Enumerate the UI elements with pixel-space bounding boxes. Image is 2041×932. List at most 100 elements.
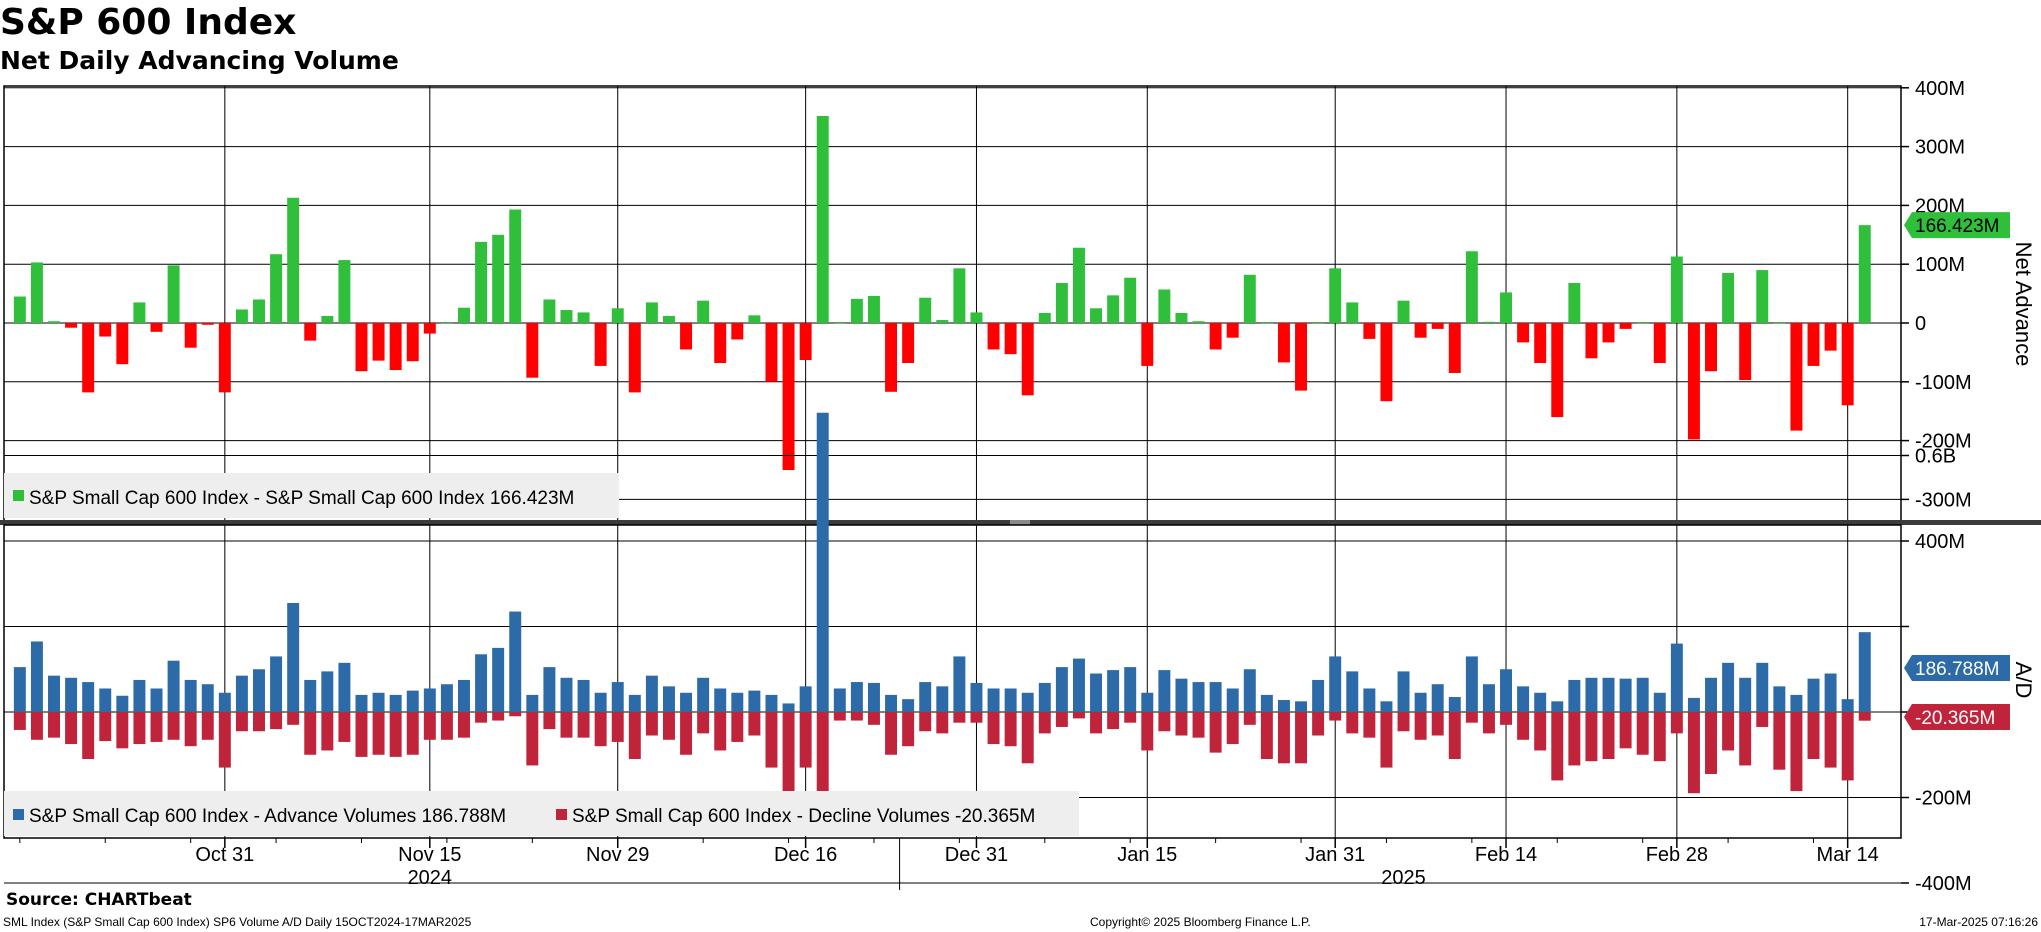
decline-volume-bar [1534, 712, 1547, 751]
decline-volume-bar [1209, 712, 1222, 753]
decline-volume-bar [1107, 712, 1120, 730]
decline-volume-bar [1090, 712, 1103, 734]
advance-volume-bar [338, 662, 351, 712]
net-advance-bar [1534, 323, 1547, 363]
net-advance-bar [765, 323, 778, 382]
decline-volume-bar [1380, 712, 1393, 768]
bottom-legend-bg [4, 791, 1079, 836]
decline-volume-bar [663, 712, 675, 740]
advance-volume-bar [184, 679, 197, 712]
decline-volume-bar [697, 712, 710, 734]
advance-volume-bar [1448, 697, 1461, 712]
decline-volume-bar [1226, 712, 1239, 745]
decline-volume-bar [902, 712, 915, 747]
x-date-label: Feb 14 [1475, 844, 1537, 866]
bottom-decline-badge-text: -20.365M [1915, 708, 1995, 729]
advance-volume-bar [99, 688, 112, 712]
decline-volume-bar [338, 712, 351, 742]
net-advance-bar [543, 299, 556, 323]
net-advance-bar [1209, 323, 1222, 350]
decline-volume-bar [1055, 712, 1068, 727]
decline-volume-bar [82, 712, 95, 760]
decline-volume-bar [475, 712, 488, 723]
advance-volume-bar [833, 688, 846, 712]
top-legend-swatch [13, 490, 24, 501]
bottom-decline-badge: -20.365M [1904, 704, 2010, 730]
advance-volume-bar [82, 682, 95, 712]
bottom-legend-label-advance: S&P Small Cap 600 Index - Advance Volume… [29, 806, 506, 827]
top-y-tick-label: -300M [1915, 489, 1972, 511]
decline-volume-bar [680, 712, 693, 755]
decline-volume-bar [218, 712, 231, 768]
decline-volume-bar [594, 712, 607, 747]
bottom-y-tick-label: -200M [1915, 788, 1972, 810]
top-legend: S&P Small Cap 600 Index - S&P Small Cap … [4, 473, 619, 518]
decline-volume-bar [799, 712, 812, 768]
decline-volume-bar [406, 712, 419, 755]
net-advance-bar [748, 315, 761, 323]
x-date-label: Jan 31 [1305, 844, 1365, 866]
net-advance-bar [1756, 270, 1769, 323]
decline-volume-bar [1431, 712, 1444, 736]
net-advance-bar [680, 323, 693, 350]
net-advance-bar [1585, 323, 1598, 359]
net-advance-bar [1346, 302, 1359, 323]
decline-volume-bar [201, 712, 214, 740]
advance-volume-bar [1824, 673, 1837, 712]
advance-volume-bar [697, 677, 710, 712]
net-advance-bar [1431, 323, 1444, 329]
top-y-tick-label: -200M [1915, 431, 1972, 453]
advance-volume-bar [1465, 656, 1478, 712]
net-advance-bar [1107, 295, 1120, 323]
net-advance-bar [458, 307, 470, 323]
advance-volume-bar [816, 412, 829, 712]
net-advance-bar [13, 296, 26, 323]
bottom-legend-swatch-advance [13, 809, 24, 820]
advance-volume-bar [850, 682, 863, 712]
decline-volume-bar [1414, 712, 1427, 740]
net-advance-bar [1380, 323, 1393, 402]
advance-volume-bar [1687, 697, 1700, 712]
footer-copyright: Copyright© 2025 Bloomberg Finance L.P. [1090, 915, 1311, 929]
advance-volume-bar [1585, 677, 1598, 712]
advance-volume-bar [782, 703, 795, 712]
panel-divider-grip[interactable] [1010, 520, 1030, 525]
advance-volume-bar [1260, 694, 1273, 712]
decline-volume-bar [1739, 712, 1752, 766]
net-advance-bar [1226, 323, 1239, 338]
advance-volume-bar [304, 679, 317, 712]
decline-volume-bar [953, 712, 966, 723]
net-advance-bar [1004, 323, 1017, 355]
advance-volume-bar [1653, 692, 1666, 712]
net-advance-bar [1739, 323, 1752, 381]
decline-volume-bar [492, 712, 505, 721]
net-advance-bar [475, 241, 488, 323]
advance-volume-bar [611, 682, 624, 712]
decline-volume-bar [1602, 712, 1615, 760]
decline-volume-bar [970, 712, 983, 723]
advance-volume-bar [748, 690, 761, 712]
net-advance-bar [1038, 313, 1051, 323]
decline-volume-bar [1192, 712, 1205, 738]
x-date-label: Jan 15 [1117, 844, 1177, 866]
net-advance-bar [1414, 323, 1427, 338]
x-date-label: Mar 14 [1817, 844, 1879, 866]
advance-volume-bar [731, 692, 744, 712]
advance-volume-bar [1705, 677, 1717, 712]
x-date-label: Nov 15 [398, 844, 461, 866]
advance-volume-bar [406, 690, 419, 712]
net-advance-bar [1397, 300, 1410, 323]
decline-volume-bar [645, 712, 658, 736]
decline-volume-bar [1158, 712, 1171, 732]
net-advance-bar [1277, 323, 1290, 363]
decline-volume-bar [611, 712, 624, 742]
decline-volume-bar [1653, 712, 1666, 762]
net-advance-bar [1021, 323, 1034, 396]
net-advance-bar [1124, 277, 1137, 323]
top-last-value-badge: 166.423M [1904, 212, 2010, 239]
advance-volume-bar [253, 669, 265, 712]
advance-volume-bar [1756, 662, 1769, 712]
net-advance-bar [1090, 308, 1103, 323]
advance-volume-bar [867, 682, 880, 712]
advance-volume-bar [1551, 701, 1564, 712]
